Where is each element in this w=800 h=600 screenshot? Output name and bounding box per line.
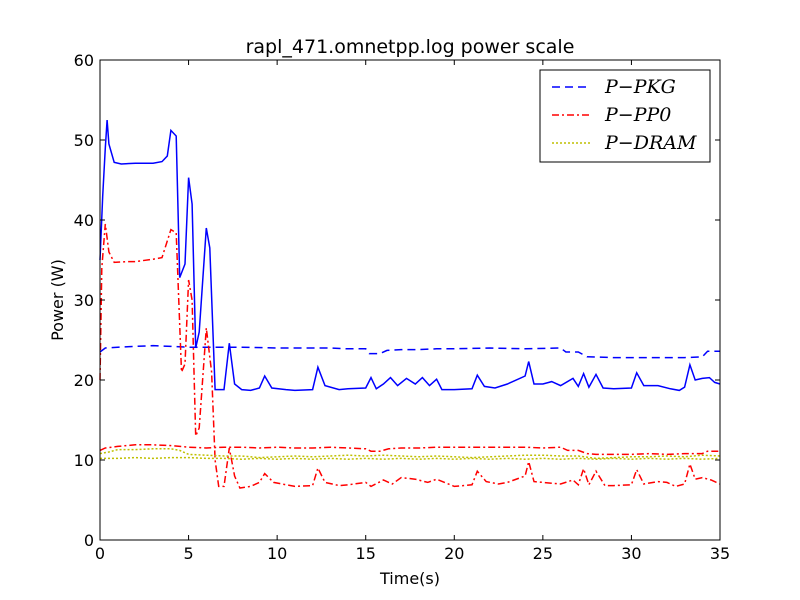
legend-box [539,69,711,163]
legend-entry-0: P−PKG [604,76,676,98]
series-line-3 [99,119,721,392]
legend-entry-1: P−PP0 [604,104,671,126]
series-line-0 [99,344,720,359]
y-tick-label: 10 [74,451,94,470]
y-axis-label: Power (W) [48,259,67,341]
legend: P−PKG P−PP0 P−DRAM [539,69,711,163]
legend-entry-2: P−DRAM [604,132,697,154]
x-tick-label: 20 [444,544,464,563]
y-tick-label: 60 [74,51,94,70]
chart-title: rapl_471.omnetpp.log power scale [246,36,575,58]
axis-ticks: 0 5 10 15 20 25 30 35 0 10 20 30 40 50 60 [74,51,731,563]
x-tick-label: 30 [621,544,641,563]
x-tick-label: 15 [356,544,376,563]
y-tick-label: 20 [74,371,94,390]
plot-lines [99,119,721,489]
series-line-1 [99,223,721,489]
y-tick-label: 30 [74,291,94,310]
series-line-5 [100,456,721,460]
y-tick-label: 40 [74,211,94,230]
y-tick-label: 0 [84,531,94,550]
x-axis-label: Time(s) [379,569,440,588]
x-tick-label: 5 [183,544,193,563]
y-tick-label: 50 [74,131,94,150]
x-tick-label: 0 [95,544,105,563]
series-line-2 [99,448,721,460]
x-tick-label: 25 [533,544,553,563]
x-tick-label: 35 [710,544,730,563]
x-tick-label: 10 [267,544,287,563]
series-line-4 [99,444,720,456]
